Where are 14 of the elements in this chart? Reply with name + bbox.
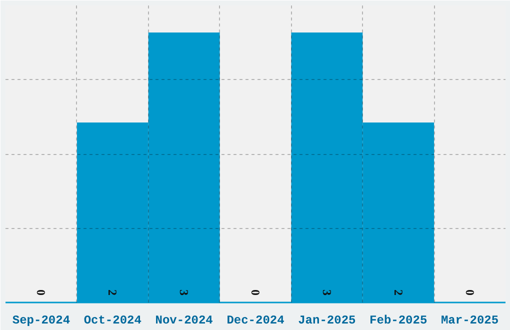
x-tick-label: Feb-2025 xyxy=(370,314,428,328)
x-tick-label: Nov-2024 xyxy=(155,314,213,328)
data-label: 3 xyxy=(320,290,334,296)
data-label: 0 xyxy=(462,290,477,296)
data-label: 0 xyxy=(34,290,48,296)
data-label: 0 xyxy=(248,290,262,296)
x-tick-label: Oct-2024 xyxy=(84,314,142,328)
x-tick-label: Sep-2024 xyxy=(12,314,70,328)
x-tick-label: Dec-2024 xyxy=(226,314,284,328)
data-label: 2 xyxy=(106,290,120,296)
x-tick-label: Jan-2025 xyxy=(298,314,356,328)
data-label: 2 xyxy=(391,290,406,296)
x-tick-label: Mar-2025 xyxy=(440,314,499,328)
data-label: 3 xyxy=(177,290,192,296)
